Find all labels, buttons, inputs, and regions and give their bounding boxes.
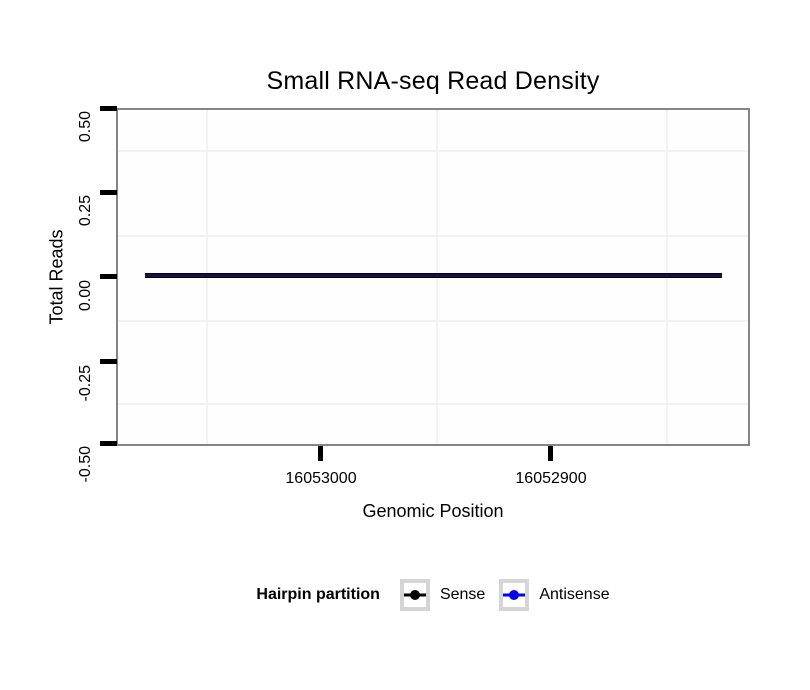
x-tick-label: 16053000 — [285, 470, 357, 487]
y-tick-label: 0.00 — [77, 280, 94, 312]
minor-gridline-h — [118, 403, 748, 405]
y-tick-mark — [100, 190, 117, 195]
antisense-point-glyph-icon — [509, 590, 520, 600]
y-tick-mark — [100, 274, 117, 279]
x-axis-title: Genomic Position — [362, 501, 504, 521]
y-tick-mark — [100, 441, 117, 446]
y-tick-mark — [100, 106, 117, 111]
y-tick-label: -0.50 — [77, 446, 94, 483]
minor-gridline-h — [118, 235, 748, 237]
x-tick-mark — [548, 446, 553, 461]
sense-line — [145, 273, 722, 278]
antisense-line — [145, 274, 722, 277]
y-tick-label: 0.25 — [77, 195, 94, 227]
y-tick-mark — [100, 359, 117, 364]
sense-point-glyph-icon — [409, 590, 420, 600]
legend-key-sense — [399, 579, 430, 611]
x-tick-label: 16052900 — [515, 470, 587, 487]
minor-gridline-h — [118, 150, 748, 152]
legend-key-antisense — [499, 579, 530, 611]
legend-title: Hairpin partition — [256, 586, 380, 603]
minor-gridline-h — [118, 320, 748, 322]
legend-label-sense: Sense — [439, 586, 486, 603]
y-axis-title: Total Reads — [46, 229, 67, 325]
plot-title: Small RNA-seq Read Density — [266, 67, 600, 95]
legend: Hairpin partition Sense Antisense — [116, 576, 750, 614]
y-tick-label: -0.25 — [77, 365, 94, 402]
y-tick-label: 0.50 — [77, 111, 94, 143]
legend-label-antisense: Antisense — [539, 586, 610, 603]
x-tick-mark — [318, 446, 323, 461]
